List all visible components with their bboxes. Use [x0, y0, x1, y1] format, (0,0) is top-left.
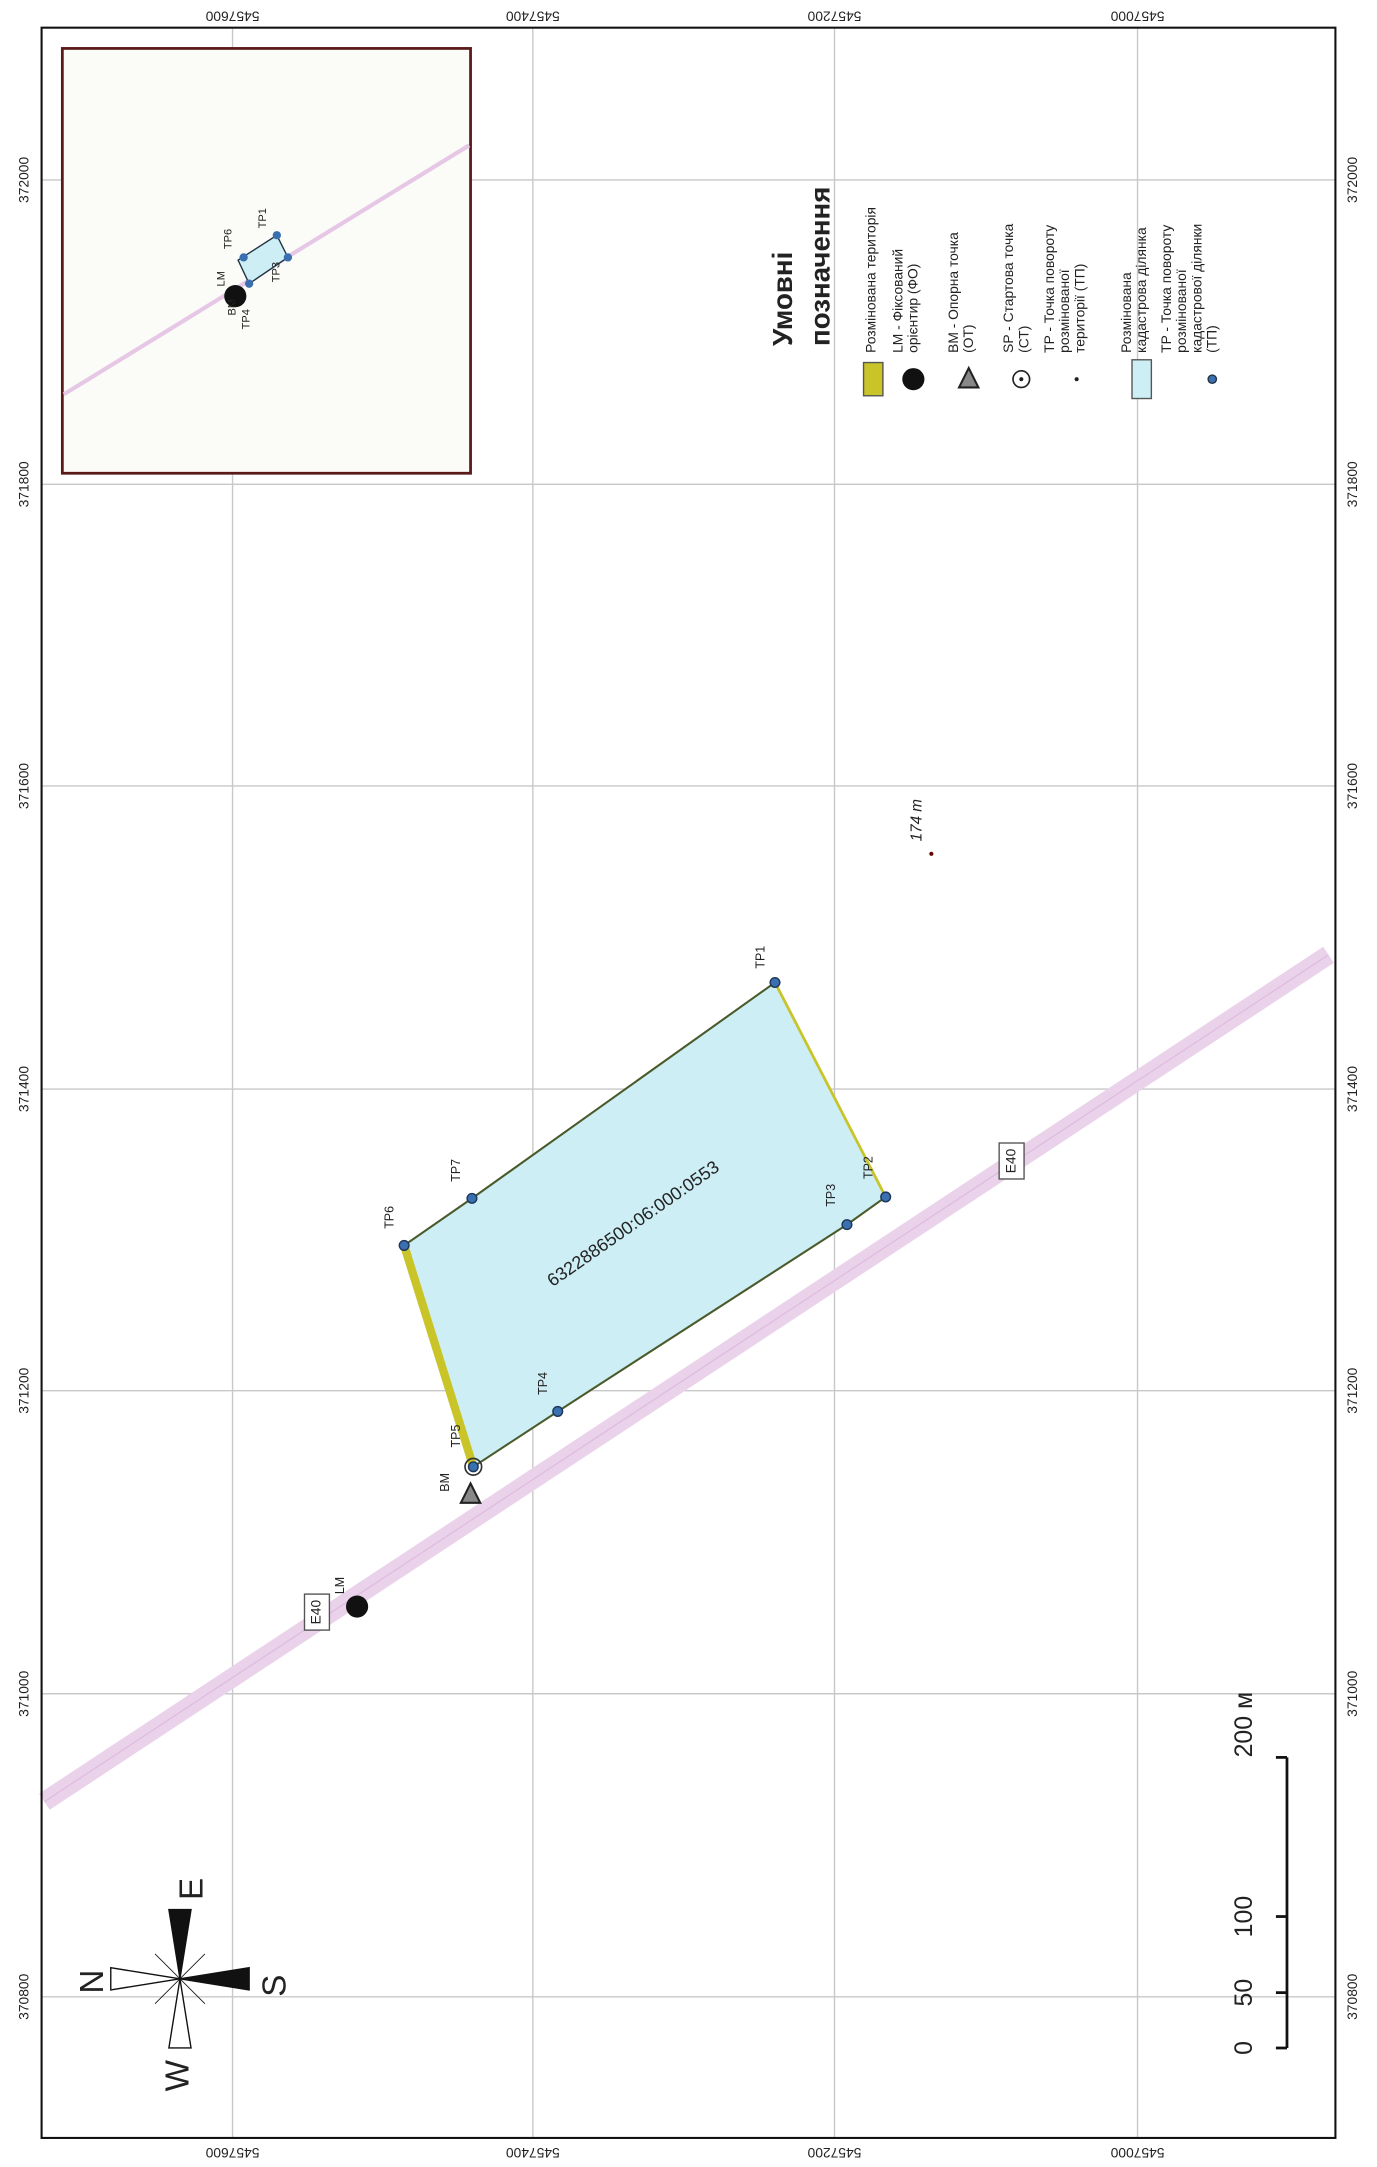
- point-label: TP4: [536, 1372, 550, 1395]
- legend-text: Розмінована: [1118, 272, 1134, 353]
- grid-label-left: 370800: [16, 1973, 32, 2019]
- legend-text: (ОТ): [960, 324, 976, 352]
- inset-label: TP1: [257, 208, 269, 228]
- grid-label-left: 371400: [16, 1066, 32, 1112]
- legend-swatch: [1132, 360, 1151, 399]
- point-label: TP7: [449, 1159, 463, 1182]
- compass-letter: N: [74, 1970, 111, 1994]
- inset-point: [273, 231, 281, 239]
- turning-point: [468, 1462, 478, 1472]
- scale-label: 100: [1230, 1896, 1258, 1938]
- legend-swatch: [1019, 377, 1023, 381]
- landmark-label: LM: [333, 1577, 347, 1594]
- compass-letter: W: [160, 2059, 197, 2091]
- legend-text: орієнтир (ФО): [905, 264, 921, 353]
- inset-point: [245, 280, 253, 288]
- page: { "grid": { "northing": ["5457600", "545…: [0, 0, 1377, 2167]
- grid-label-bottom: 5457400: [506, 2145, 560, 2161]
- legend-swatch: [864, 363, 883, 396]
- legend-text: LM - Фіксований: [889, 249, 905, 353]
- legend-text: BM - Опорна точка: [945, 232, 961, 353]
- grid-label-top: 5457200: [807, 9, 861, 25]
- point-label: TP2: [861, 1156, 875, 1179]
- scale-label: 50: [1230, 1979, 1258, 2007]
- turning-point: [842, 1220, 852, 1230]
- spot-height: [929, 852, 933, 856]
- legend-text: розмінованої: [1056, 269, 1072, 353]
- grid-label-top: 5457400: [506, 9, 560, 25]
- turning-point: [467, 1194, 477, 1204]
- grid-label-right: 371800: [1344, 461, 1360, 507]
- grid-label-right: 371200: [1344, 1367, 1360, 1413]
- road-label: E40: [1002, 1148, 1018, 1173]
- grid-label-right: 372000: [1344, 157, 1360, 203]
- grid-label-left: 371200: [16, 1367, 32, 1413]
- legend-text: розмінованої: [1173, 269, 1189, 353]
- legend-swatch: [1208, 375, 1216, 383]
- legend-text: SP - Стартова точка: [1000, 223, 1016, 352]
- grid-label-left: 371000: [16, 1670, 32, 1716]
- grid-label-bottom: 5457200: [807, 2145, 861, 2161]
- spot-height-label: 174 m: [909, 799, 926, 841]
- grid-label-top: 5457600: [205, 9, 259, 25]
- landmark-symbol: [346, 1595, 368, 1617]
- road-label: E40: [308, 1599, 324, 1624]
- turning-point: [399, 1241, 409, 1251]
- grid-label-left: 371600: [16, 763, 32, 809]
- inset-label: LM: [215, 271, 227, 286]
- turning-point: [553, 1407, 563, 1417]
- legend-swatch: [902, 368, 924, 390]
- legend-text: (СТ): [1015, 326, 1031, 353]
- point-label: TP3: [824, 1184, 838, 1207]
- inset-label: TP6: [222, 229, 234, 249]
- scale-label: 200 м: [1230, 1692, 1258, 1758]
- map-sheet: 5457600 5457600 5457400 5457400 5457200 54572…: [0, 0, 1377, 2167]
- legend-swatch: [1075, 377, 1079, 381]
- point-label: TP6: [383, 1206, 397, 1229]
- grid-label-bottom: 5457600: [205, 2145, 259, 2161]
- point-label: TP1: [753, 946, 767, 969]
- grid-label-left: 372000: [16, 157, 32, 203]
- inset-point: [239, 253, 247, 261]
- inset-point: [284, 253, 292, 261]
- grid-label-top: 5457000: [1110, 9, 1164, 25]
- grid-label-bottom: 5457000: [1110, 2145, 1164, 2161]
- point-label: TP5: [449, 1425, 463, 1448]
- legend-text: території (ТП): [1071, 264, 1087, 353]
- legend-text: кадастрової ділянки: [1188, 224, 1204, 353]
- legend-text: TP - Точка повороту: [1041, 225, 1057, 353]
- legend-text: (ТП): [1204, 325, 1220, 353]
- legend-text: TP - Точка повороту: [1158, 225, 1174, 353]
- grid-label-right: 371400: [1344, 1066, 1360, 1112]
- compass-letter: S: [257, 1975, 294, 1997]
- compass-letter: E: [174, 1878, 211, 1900]
- legend-title: позначення: [804, 187, 835, 346]
- grid-label-left: 371800: [16, 461, 32, 507]
- legend-title: Умовні: [767, 252, 798, 346]
- benchmark-label: BM: [438, 1473, 452, 1492]
- inset-map: [62, 48, 470, 473]
- legend-text: кадастрова ділянка: [1133, 227, 1149, 353]
- inset-label: BM: [226, 299, 238, 316]
- turning-point: [770, 978, 780, 988]
- legend-text: Розмінована територія: [863, 207, 879, 353]
- grid-label-right: 371000: [1344, 1670, 1360, 1716]
- grid-label-right: 370800: [1344, 1973, 1360, 2019]
- grid-label-right: 371600: [1344, 763, 1360, 809]
- scale-label: 0: [1230, 2041, 1258, 2055]
- turning-point: [881, 1192, 891, 1202]
- inset-label: TP4: [240, 309, 252, 329]
- inset-label: TP3: [271, 262, 283, 282]
